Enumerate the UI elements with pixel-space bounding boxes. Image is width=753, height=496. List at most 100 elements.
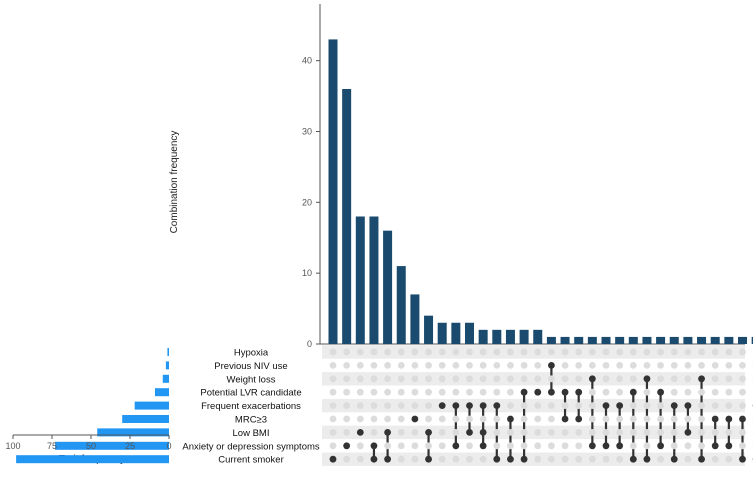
matrix-dot-inactive xyxy=(548,415,555,423)
matrix-dot-inactive xyxy=(329,442,337,450)
matrix-dot-inactive xyxy=(343,402,351,409)
matrix-dot-active xyxy=(602,402,610,409)
matrix-dot-inactive xyxy=(329,375,337,383)
intersection-bar xyxy=(656,336,666,344)
matrix-dot-inactive xyxy=(698,442,705,450)
matrix-dot-inactive xyxy=(534,375,542,383)
matrix-dot-inactive xyxy=(684,388,692,396)
matrix-dot-inactive xyxy=(670,362,678,369)
matrix-dot-inactive xyxy=(438,362,446,369)
set-size-bar xyxy=(122,415,169,423)
matrix-dot-inactive xyxy=(425,402,432,409)
matrix-dot-inactive xyxy=(343,375,351,383)
intersection-bar xyxy=(478,329,488,344)
matrix-dot-inactive xyxy=(561,348,569,356)
matrix-dot-inactive xyxy=(643,402,651,409)
intersection-bar xyxy=(628,336,638,344)
matrix-dot-inactive xyxy=(575,429,583,436)
matrix-dot-inactive xyxy=(711,455,719,463)
set-size-bar xyxy=(134,401,169,410)
matrix-dot-inactive xyxy=(616,375,624,383)
matrix-dot-inactive xyxy=(466,362,473,369)
matrix-dot-active xyxy=(438,402,446,409)
matrix-dot-inactive xyxy=(670,429,678,436)
matrix-dot-inactive xyxy=(507,429,514,436)
matrix-dot-inactive xyxy=(452,388,460,396)
matrix-dot-inactive xyxy=(356,455,364,463)
matrix-dot-active xyxy=(425,455,432,463)
intersection-bar xyxy=(369,216,379,344)
matrix-dot-inactive xyxy=(356,375,364,383)
matrix-dot-inactive xyxy=(425,442,432,450)
intersection-bar xyxy=(738,336,747,344)
matrix-dot-active xyxy=(520,455,528,463)
matrix-dot-inactive xyxy=(739,348,746,356)
matrix-dot-inactive xyxy=(520,415,528,423)
matrix-dot-inactive xyxy=(343,348,351,356)
matrix-dot-inactive xyxy=(657,362,664,369)
matrix-dot-active xyxy=(643,455,651,463)
matrix-dot-inactive xyxy=(397,415,405,423)
matrix-dot-inactive xyxy=(602,362,610,369)
matrix-dot-inactive xyxy=(329,402,337,409)
matrix-dot-inactive xyxy=(684,362,692,369)
set-x-tick-label: 0 xyxy=(166,441,171,451)
matrix-dot-inactive xyxy=(397,442,405,450)
matrix-dot-inactive xyxy=(670,375,678,383)
matrix-dot-inactive xyxy=(534,402,542,409)
matrix-dot-inactive xyxy=(397,429,405,436)
matrix-dot-active xyxy=(725,415,733,423)
matrix-dot-inactive xyxy=(561,402,569,409)
matrix-dot-inactive xyxy=(452,375,460,383)
matrix-dot-inactive xyxy=(479,455,487,463)
matrix-dot-inactive xyxy=(588,402,596,409)
set-size-bar xyxy=(162,374,169,383)
set-label: Potential LVR candidate xyxy=(200,388,301,399)
matrix-dot-inactive xyxy=(384,442,391,450)
matrix-dot-inactive xyxy=(507,375,514,383)
matrix-dot-inactive xyxy=(479,415,487,423)
matrix-dot-inactive xyxy=(602,429,610,436)
matrix-dot-inactive xyxy=(343,388,351,396)
matrix-dot-inactive xyxy=(384,348,391,356)
matrix-dot-inactive xyxy=(507,348,514,356)
matrix-dot-inactive xyxy=(698,429,705,436)
matrix-dot-inactive xyxy=(602,348,610,356)
intersection-bar xyxy=(519,329,529,344)
matrix-dot-inactive xyxy=(657,375,664,383)
matrix-dot-inactive xyxy=(739,388,746,396)
matrix-dot-inactive xyxy=(370,348,378,356)
intersection-bar xyxy=(424,315,434,344)
matrix-dot-inactive xyxy=(479,375,487,383)
matrix-dot-inactive xyxy=(425,415,432,423)
matrix-dot-inactive xyxy=(657,402,664,409)
set-x-tick-label: 100 xyxy=(5,441,20,451)
matrix-dot-inactive xyxy=(616,388,624,396)
matrix-dot-inactive xyxy=(684,348,692,356)
matrix-dot-inactive xyxy=(561,362,569,369)
matrix-dot-inactive xyxy=(657,415,664,423)
matrix-dot-inactive xyxy=(452,415,460,423)
matrix-dot-inactive xyxy=(411,455,419,463)
matrix-dot-inactive xyxy=(356,415,364,423)
matrix-dot-inactive xyxy=(698,415,705,423)
matrix-dot-active xyxy=(588,442,596,450)
matrix-dot-active xyxy=(575,415,583,423)
matrix-dot-active xyxy=(629,455,637,463)
matrix-dot-inactive xyxy=(397,362,405,369)
matrix-dot-inactive xyxy=(507,442,514,450)
matrix-dot-inactive xyxy=(657,455,664,463)
matrix-dot-active xyxy=(493,402,501,409)
matrix-dot-inactive xyxy=(384,388,391,396)
matrix-dot-inactive xyxy=(438,388,446,396)
matrix-dot-inactive xyxy=(493,362,501,369)
matrix-dot-inactive xyxy=(739,429,746,436)
matrix-dot-inactive xyxy=(575,402,583,409)
matrix-dot-inactive xyxy=(725,388,733,396)
set-label: Low BMI xyxy=(233,428,270,439)
matrix-dot-inactive xyxy=(725,455,733,463)
matrix-dot-inactive xyxy=(711,429,719,436)
matrix-dot-active xyxy=(561,415,569,423)
matrix-dot-active xyxy=(452,442,460,450)
